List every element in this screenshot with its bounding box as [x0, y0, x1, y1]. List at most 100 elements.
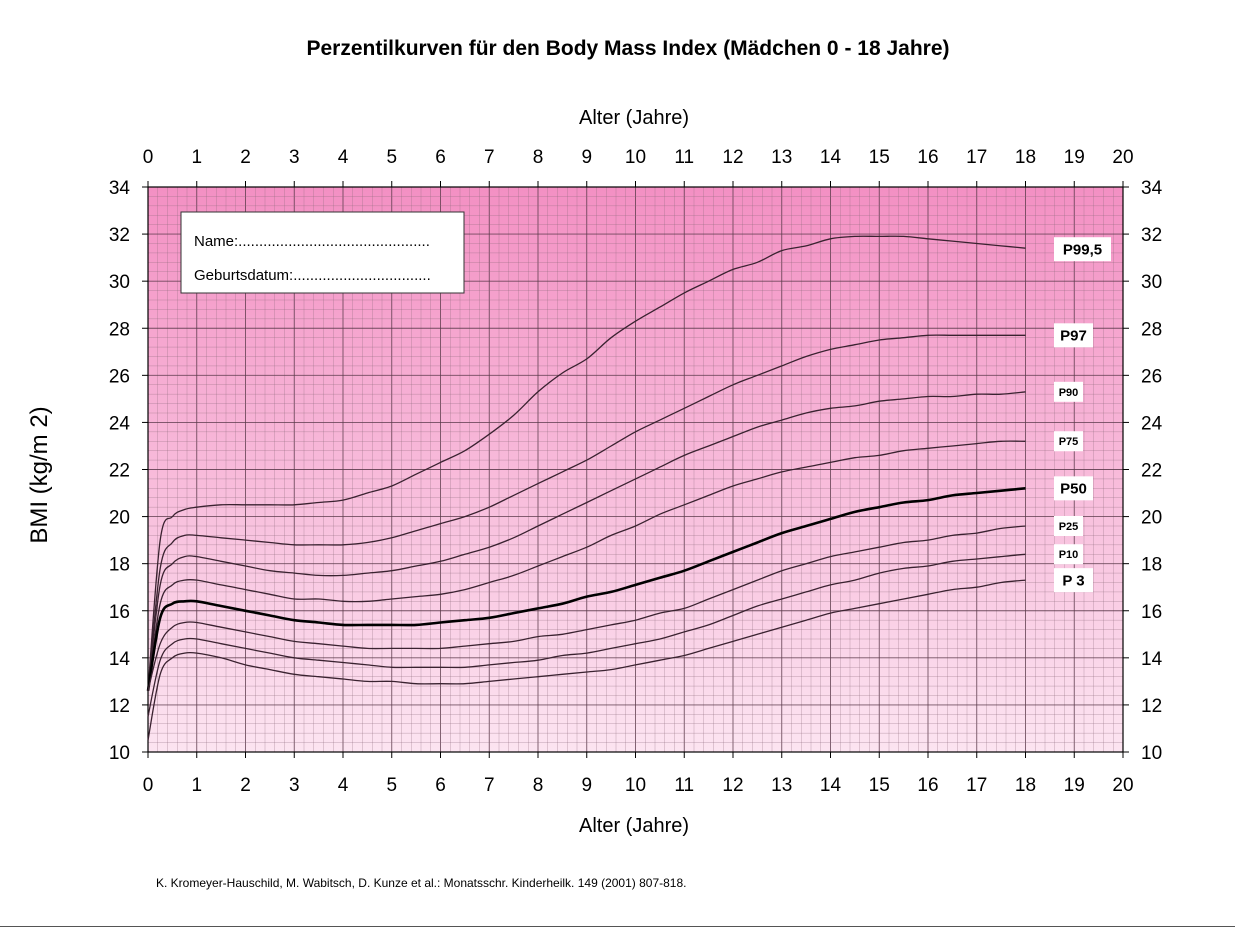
label-text: P25 [1059, 521, 1079, 533]
x-tick-label-top: 19 [1064, 147, 1085, 168]
x-tick-label-top: 18 [1015, 147, 1036, 168]
curve-p50 [146, 487, 1026, 692]
curve-p995 [147, 235, 1026, 691]
y-tick-label-left: 14 [109, 649, 131, 670]
y-tick-label-left: 30 [109, 272, 130, 293]
x-tick-label-bottom: 4 [338, 775, 349, 796]
y-tick-label-left: 34 [109, 178, 131, 199]
label-p10: P10 [1054, 544, 1083, 565]
y-tick-label-left: 16 [109, 602, 130, 623]
y-tick-label-right: 28 [1141, 319, 1162, 340]
curve-p25 [147, 525, 1026, 691]
x-tick-label-bottom: 12 [722, 775, 743, 796]
x-tick-label-bottom: 3 [289, 775, 300, 796]
y-tick-label-right: 30 [1141, 272, 1162, 293]
x-tick-label-top: 6 [435, 147, 446, 168]
label-box [1054, 516, 1083, 536]
grid-lines [147, 186, 1124, 753]
curve-p75 [147, 440, 1026, 691]
x-tick-label-top: 3 [289, 147, 300, 168]
x-tick-label-bottom: 18 [1015, 775, 1036, 796]
birthdate-field-label: Geburtsdatum:...........................… [194, 267, 431, 284]
x-tick-label-bottom: 1 [191, 775, 202, 796]
x-tick-label-bottom: 10 [625, 775, 646, 796]
axes [142, 181, 1129, 758]
y-tick-label-left: 12 [109, 696, 130, 717]
x-tick-label-top: 17 [966, 147, 987, 168]
label-p3: P 3 [1054, 568, 1093, 593]
curve-p10 [147, 553, 1026, 717]
label-p25: P25 [1054, 516, 1083, 536]
y-tick-label-right: 12 [1141, 696, 1162, 717]
x-tick-label-bottom: 0 [143, 775, 154, 796]
x-tick-label-bottom: 17 [966, 775, 987, 796]
curve-p90 [147, 391, 1026, 691]
y-tick-label-right: 16 [1141, 602, 1162, 623]
curve-p3 [147, 579, 1026, 741]
y-tick-label-right: 34 [1141, 178, 1163, 199]
x-tick-label-bottom: 6 [435, 775, 446, 796]
x-tick-label-bottom: 13 [771, 775, 792, 796]
label-box [1054, 431, 1083, 452]
x-tick-label-top: 5 [386, 147, 397, 168]
x-tick-label-bottom: 15 [869, 775, 890, 796]
y-tick-label-left: 28 [109, 319, 130, 340]
x-tick-label-top: 14 [820, 147, 842, 168]
x-tick-label-top: 12 [722, 147, 743, 168]
x-tick-label-bottom: 5 [386, 775, 397, 796]
label-p75: P75 [1054, 431, 1083, 452]
y-tick-label-left: 22 [109, 461, 130, 482]
x-tick-label-top: 4 [338, 147, 349, 168]
x-tick-label-top: 7 [484, 147, 495, 168]
x-tick-label-top: 20 [1112, 147, 1133, 168]
x-tick-label-bottom: 20 [1112, 775, 1133, 796]
x-tick-label-top: 16 [917, 147, 938, 168]
x-tick-label-top: 0 [143, 147, 154, 168]
label-text: P99,5 [1063, 242, 1102, 259]
y-tick-label-right: 20 [1141, 508, 1162, 529]
x-tick-label-top: 13 [771, 147, 792, 168]
label-p97: P97 [1054, 323, 1093, 348]
x-axis-title-top: Alter (Jahre) [579, 107, 689, 129]
x-tick-label-bottom: 2 [240, 775, 251, 796]
page-bottom-rule [0, 926, 1235, 927]
x-tick-label-top: 11 [674, 147, 694, 168]
label-text: P97 [1060, 328, 1087, 345]
patient-info-box: Name:...................................… [180, 211, 465, 294]
y-tick-label-right: 32 [1141, 225, 1162, 246]
x-tick-label-bottom: 19 [1064, 775, 1085, 796]
x-tick-label-top: 15 [869, 147, 890, 168]
y-tick-label-right: 14 [1141, 649, 1163, 670]
label-text: P90 [1059, 387, 1079, 399]
label-p90: P90 [1054, 381, 1083, 402]
percentile-labels: P99,5 P97 P90 P75 P50 P25 P10 P 3 [1054, 237, 1111, 593]
y-tick-label-left: 32 [109, 225, 130, 246]
x-tick-label-top: 10 [625, 147, 646, 168]
x-tick-label-top: 8 [533, 147, 544, 168]
label-box [1054, 323, 1093, 348]
y-tick-label-left: 20 [109, 508, 130, 529]
x-tick-label-top: 2 [240, 147, 251, 168]
label-p50: P50 [1054, 476, 1093, 501]
x-tick-label-top: 9 [581, 147, 592, 168]
label-box [1054, 568, 1093, 593]
x-tick-label-top: 1 [191, 147, 202, 168]
chart-title: Perzentilkurven für den Body Mass Index … [306, 37, 949, 60]
label-text: P10 [1059, 549, 1079, 561]
label-text: P 3 [1062, 573, 1084, 590]
x-tick-label-bottom: 9 [581, 775, 592, 796]
y-tick-label-right: 22 [1141, 461, 1162, 482]
y-tick-label-right: 26 [1141, 366, 1162, 387]
x-tick-label-bottom: 14 [820, 775, 842, 796]
x-tick-label-bottom: 11 [674, 775, 694, 796]
percentile-curves [146, 235, 1026, 741]
y-tick-label-right: 24 [1141, 413, 1163, 434]
source-citation: K. Kromeyer-Hauschild, M. Wabitsch, D. K… [156, 876, 686, 890]
label-box [1054, 544, 1083, 565]
y-tick-label-left: 18 [109, 555, 130, 576]
y-tick-label-left: 26 [109, 366, 130, 387]
y-axis-title: BMI (kg/m 2) [26, 406, 53, 543]
label-text: P75 [1059, 436, 1079, 448]
name-field-label: Name:...................................… [194, 233, 430, 250]
